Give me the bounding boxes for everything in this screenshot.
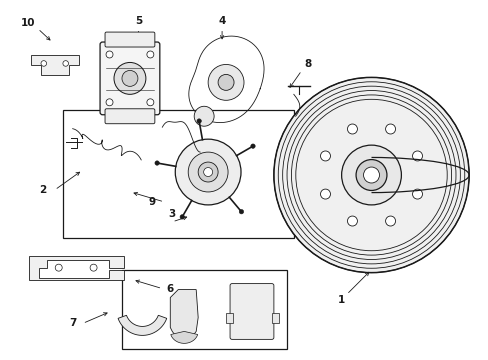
Circle shape (122, 71, 138, 86)
Text: 3: 3 (168, 209, 176, 219)
Text: 8: 8 (304, 59, 311, 69)
Circle shape (188, 152, 227, 192)
Circle shape (341, 145, 401, 205)
Circle shape (146, 99, 154, 106)
Circle shape (208, 64, 244, 100)
Circle shape (106, 51, 113, 58)
Circle shape (250, 144, 255, 148)
Circle shape (155, 161, 159, 165)
Polygon shape (170, 332, 197, 343)
Circle shape (175, 139, 241, 205)
Circle shape (412, 151, 422, 161)
Bar (62, 110, 293, 238)
Circle shape (180, 215, 184, 219)
FancyBboxPatch shape (229, 284, 273, 339)
Bar (122, 270, 286, 349)
Text: 2: 2 (39, 185, 46, 195)
Circle shape (363, 167, 379, 183)
Circle shape (355, 159, 386, 190)
FancyBboxPatch shape (105, 109, 155, 124)
Circle shape (197, 119, 201, 123)
Bar (225, 314, 233, 323)
Circle shape (412, 189, 422, 199)
Polygon shape (170, 289, 198, 339)
Circle shape (273, 77, 468, 273)
Circle shape (55, 264, 62, 271)
Polygon shape (29, 256, 124, 280)
Circle shape (198, 162, 218, 182)
Text: 5: 5 (135, 15, 142, 26)
Polygon shape (31, 55, 79, 75)
Circle shape (239, 210, 243, 214)
Text: 9: 9 (148, 197, 156, 207)
Circle shape (218, 75, 234, 90)
Circle shape (347, 124, 357, 134)
Circle shape (146, 51, 154, 58)
FancyBboxPatch shape (100, 42, 160, 115)
Circle shape (203, 167, 212, 176)
FancyBboxPatch shape (105, 32, 155, 47)
Circle shape (347, 216, 357, 226)
Bar (271, 314, 278, 323)
Circle shape (194, 106, 214, 126)
Circle shape (385, 124, 395, 134)
Text: 4: 4 (218, 15, 225, 26)
Circle shape (90, 264, 97, 271)
Polygon shape (118, 315, 166, 336)
Text: 6: 6 (166, 284, 174, 293)
Text: 1: 1 (337, 294, 345, 305)
Circle shape (114, 62, 145, 94)
Text: 7: 7 (69, 319, 76, 328)
Circle shape (106, 99, 113, 106)
Text: 10: 10 (20, 18, 35, 28)
Circle shape (41, 61, 46, 66)
Circle shape (63, 61, 68, 66)
Circle shape (320, 151, 330, 161)
Circle shape (320, 189, 330, 199)
Circle shape (385, 216, 395, 226)
